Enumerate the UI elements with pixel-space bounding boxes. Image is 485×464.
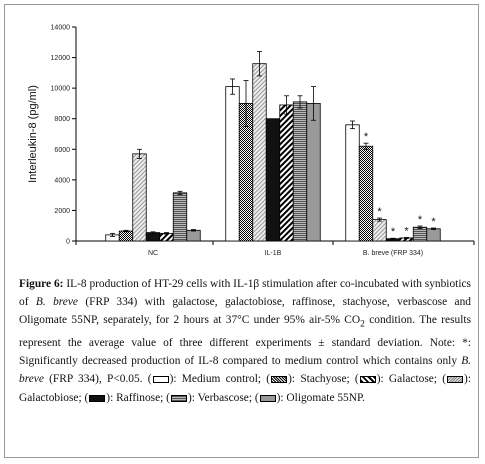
legend-swatch-verbascose — [170, 394, 187, 402]
bar-stachyose — [358, 145, 374, 242]
x-tick-label: IL-1B — [265, 250, 282, 257]
bar-raffinose — [265, 118, 281, 242]
caption-text-3: condition. The results represent the ave… — [19, 314, 471, 368]
y-axis-label: Interleukin-8 (pg/ml) — [27, 85, 39, 183]
legend-label-verbascose: ): Verbascose; ( — [187, 391, 259, 404]
bar-galactobiose — [372, 219, 387, 242]
caption-italic-1: B. breve — [35, 296, 78, 309]
caption-text-2: (FRP 334) with galactose, galactobiose, … — [19, 296, 471, 327]
significance-star: * — [377, 206, 382, 218]
y-tick-label: 0 — [66, 239, 70, 246]
bar-galactobiose — [252, 63, 267, 242]
bar-raffinose — [145, 232, 161, 242]
bar-oligomate — [426, 228, 441, 242]
legend-swatch-raffinose — [89, 394, 106, 402]
significance-star: * — [418, 214, 423, 226]
legend-label-raffinose: ): Raffinose; ( — [106, 391, 170, 404]
legend-label-galactobiose: ): Galactobiose; ( — [19, 373, 472, 404]
y-tick-label: 8000 — [54, 116, 70, 123]
caption-subscript: 2 — [360, 319, 365, 330]
bar-galactobiose — [132, 153, 147, 242]
y-tick-label: 2000 — [54, 208, 70, 215]
bar-galactose — [279, 104, 294, 242]
bars: * * * * * * — [105, 51, 441, 242]
figure-caption: Figure 6: IL-8 production of HT-29 cells… — [19, 275, 471, 407]
bar-stachyose — [118, 230, 134, 242]
legend-swatch-stachyose — [271, 376, 288, 384]
y-tick-label: 6000 — [54, 147, 70, 154]
y-tick-label: 14000 — [51, 25, 71, 32]
bar-verbascose — [412, 226, 428, 242]
significance-star: * — [431, 216, 436, 228]
legend-label-oligomate: ): Oligomate 55NP. — [276, 391, 365, 404]
significance-star: * — [364, 131, 369, 143]
legend-swatch-galactose — [359, 376, 376, 384]
bar-oligomate — [186, 229, 201, 242]
y-tick-label: 10000 — [51, 86, 71, 93]
x-tick-label: NC — [148, 250, 158, 257]
caption-italic-2: B. breve — [19, 355, 471, 386]
bar-verbascose — [292, 101, 308, 242]
bar-medium-control — [345, 124, 360, 242]
bar-verbascose — [172, 192, 188, 242]
bar-medium-control — [225, 86, 240, 242]
legend-label-galactose: ): Galactose; ( — [376, 373, 447, 386]
significance-star: * — [404, 225, 409, 237]
y-tick-label: 4000 — [54, 177, 70, 184]
figure-frame: 0 2000 4000 6000 8000 10000 12000 14000 NC IL-1B B… — [4, 4, 479, 458]
x-tick-label: B. breve (FRP 334) — [363, 250, 423, 257]
legend-swatch-galactobiose — [447, 376, 464, 384]
caption-text-1: IL-8 production of HT-29 cells with IL-1… — [19, 278, 471, 309]
y-tick-label: 12000 — [51, 55, 71, 62]
legend-swatch-oligomate — [259, 394, 276, 402]
bar-oligomate — [306, 103, 321, 242]
significance-star: * — [391, 226, 396, 238]
caption-text-4: (FRP 334), P<0.05. ( — [43, 373, 152, 386]
chart: 0 2000 4000 6000 8000 10000 12000 14000 NC IL-1B B… — [27, 25, 475, 257]
legend-label-stachyose: ): Stachyose; ( — [288, 373, 359, 386]
legend-label-medium-control: ): Medium control; ( — [169, 373, 271, 386]
legend-swatch-medium-control — [152, 376, 169, 384]
caption-label: Figure 6: — [19, 278, 64, 290]
